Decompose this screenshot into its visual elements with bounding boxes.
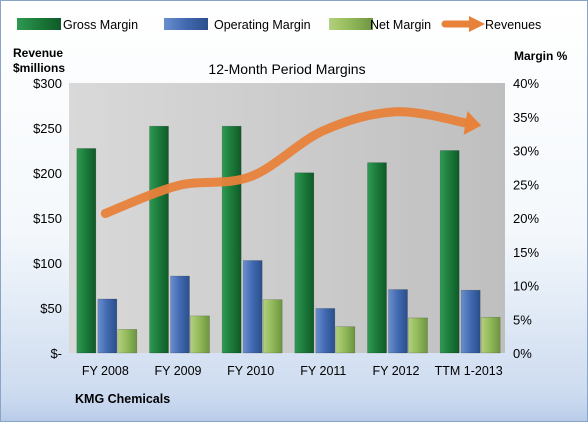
left-axis-ticks: $- $50 $100 $150 $200 $250 $300 (33, 76, 62, 361)
legend-label-operating-margin: Operating Margin (214, 18, 311, 32)
plot-area (69, 83, 505, 353)
bar-gross-margin (294, 172, 315, 354)
category-label: TTM 1-2013 (435, 364, 503, 378)
left-tick-label: $200 (33, 166, 62, 181)
bar-gross-margin (367, 162, 387, 354)
legend-swatch-operating-margin (164, 18, 208, 30)
bar-operating-margin (170, 275, 190, 354)
bar-net-margin (408, 317, 428, 354)
legend-arrow-revenues (441, 16, 485, 32)
right-tick-label: 15% (513, 245, 539, 260)
right-axis-ticks: 0% 5% 10% 15% 20% 25% 30% 35% 40% (513, 76, 539, 361)
company-label: KMG Chemicals (75, 392, 170, 406)
bar-operating-margin (315, 308, 336, 354)
revenue-line (100, 107, 474, 218)
left-tick-label: $250 (33, 121, 62, 136)
legend-label-net-margin: Net Margin (370, 18, 431, 32)
bar-net-margin (190, 315, 210, 354)
right-tick-label: 35% (513, 110, 539, 125)
bar-operating-margin (97, 298, 118, 354)
revenue-line-group (100, 107, 482, 218)
bar-gross-margin (76, 148, 97, 354)
legend-swatch-gross-margin (17, 18, 61, 30)
left-axis-title-line1: Revenue (13, 46, 63, 60)
category-label: FY 2010 (227, 364, 274, 378)
left-tick-label: $- (50, 346, 62, 361)
left-tick-label: $300 (33, 76, 62, 91)
bar-operating-margin (388, 289, 408, 354)
legend-swatch-net-margin (329, 18, 373, 30)
right-tick-label: 5% (513, 312, 532, 327)
bar-gross-margin (221, 125, 242, 354)
left-tick-label: $150 (33, 211, 62, 226)
bar-gross-margin (149, 125, 169, 354)
left-axis-title-line2: $millions (13, 61, 65, 75)
right-tick-label: 30% (513, 144, 539, 159)
right-tick-label: 0% (513, 346, 532, 361)
bar-net-margin (480, 316, 501, 354)
right-tick-label: 25% (513, 177, 539, 192)
left-tick-label: $50 (40, 301, 62, 316)
category-label: FY 2011 (300, 364, 346, 378)
right-tick-label: 20% (513, 211, 539, 226)
bar-operating-margin (460, 289, 481, 354)
left-tick-label: $100 (33, 256, 62, 271)
bar-operating-margin (242, 260, 263, 354)
right-tick-label: 40% (513, 76, 539, 91)
legend-label-revenues: Revenues (485, 18, 541, 32)
bar-gross-margin (439, 150, 460, 354)
right-axis-title: Margin % (514, 49, 568, 63)
category-label: FY 2009 (154, 364, 201, 378)
category-label: FY 2008 (82, 364, 129, 378)
bar-net-margin (117, 329, 138, 354)
bar-net-margin (262, 299, 283, 354)
category-labels: FY 2008 FY 2009 FY 2010 FY 2011 FY 2012 TTM 1… (82, 364, 503, 378)
chart-title: 12-Month Period Margins (208, 61, 365, 77)
right-tick-label: 10% (513, 279, 539, 294)
bar-net-margin (335, 326, 356, 354)
footer-band (1, 376, 587, 421)
category-label: FY 2012 (372, 364, 419, 378)
legend: Gross Margin Operating Margin Net Margin… (17, 16, 541, 32)
revenue-arrowhead (463, 111, 482, 135)
bar-series-group (76, 125, 501, 354)
legend-label-gross-margin: Gross Margin (63, 18, 138, 32)
